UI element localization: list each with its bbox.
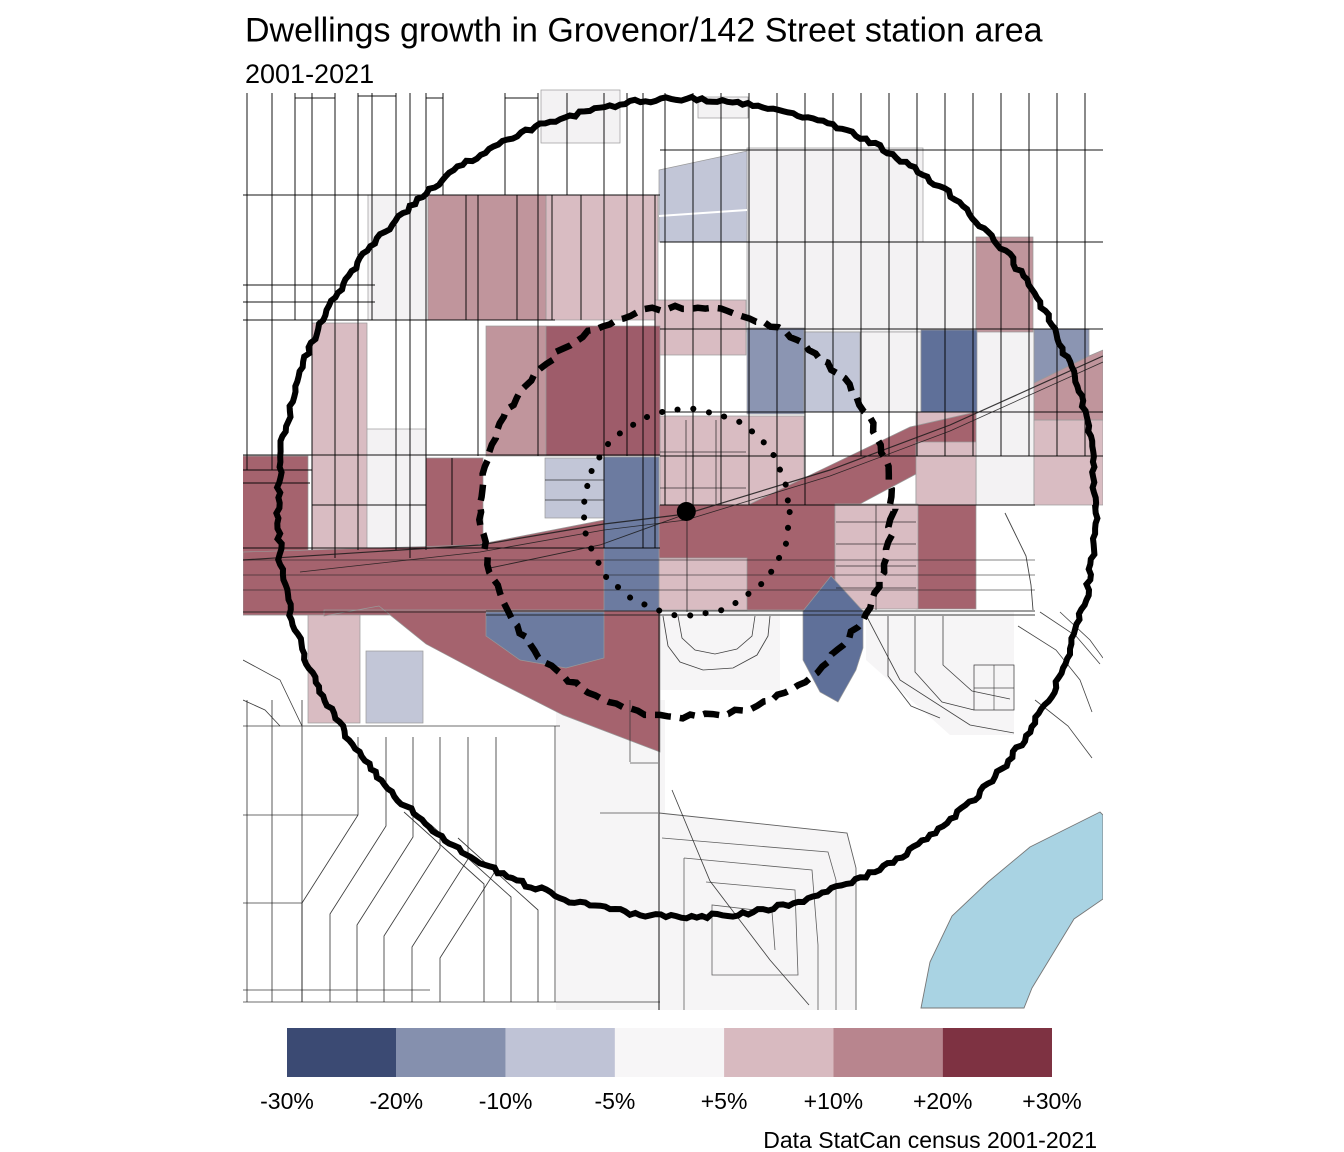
svg-text:2001-2021: 2001-2021: [245, 59, 374, 89]
svg-text:-20%: -20%: [369, 1088, 423, 1114]
svg-text:+20%: +20%: [913, 1088, 972, 1114]
svg-text:+5%: +5%: [701, 1088, 748, 1114]
svg-text:Dwellings growth in Grovenor/1: Dwellings growth in Grovenor/142 Street …: [245, 12, 1043, 50]
svg-text:+30%: +30%: [1022, 1088, 1081, 1114]
svg-text:-30%: -30%: [260, 1088, 314, 1114]
svg-text:Data StatCan census 2001-2021: Data StatCan census 2001-2021: [763, 1127, 1097, 1152]
svg-text:+10%: +10%: [804, 1088, 863, 1114]
svg-text:-5%: -5%: [594, 1088, 635, 1114]
svg-text:-10%: -10%: [479, 1088, 533, 1114]
